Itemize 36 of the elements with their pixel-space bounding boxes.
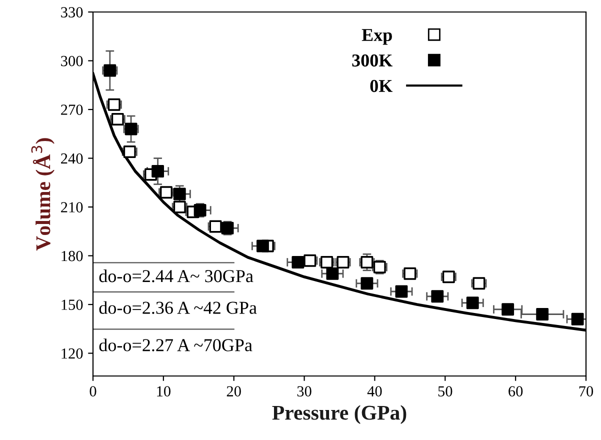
point [395, 285, 408, 298]
y-axis-title: Volume (Å$^{3}$) [31, 138, 54, 251]
legend-label: 0K [370, 80, 393, 92]
point [571, 312, 584, 326]
point [326, 267, 339, 280]
y-tick-label: 270 [61, 104, 83, 115]
point [466, 296, 479, 310]
y-tick-label: 150 [62, 300, 83, 310]
point [152, 165, 164, 178]
x-tick-label: 30 [297, 386, 312, 396]
point [502, 303, 514, 316]
annotation: do-o=2.36 A ~42 GPa [99, 301, 257, 314]
y-tick-label: 240 [61, 153, 83, 164]
y-tick-label: 180 [62, 250, 83, 262]
x-tick-label: 40 [367, 386, 382, 396]
annotation: do-o=2.44 A~ 30GPa [99, 270, 254, 282]
point [256, 240, 269, 252]
y-tick-label: 330 [61, 7, 83, 18]
legend-label: 300K [352, 54, 393, 67]
x-tick-label: 50 [438, 386, 452, 396]
legend-label: Exp [362, 29, 392, 45]
point [173, 188, 186, 200]
x-axis-title: Pressure (GPa) [272, 405, 406, 424]
x-tick-label: 10 [157, 386, 170, 396]
annotation: do-o=2.27 A ~70GPa [99, 338, 252, 352]
point [360, 277, 374, 290]
x-tick-label: 20 [226, 386, 241, 396]
point [292, 256, 304, 268]
y-tick-label: 210 [61, 202, 83, 212]
point [431, 290, 444, 303]
y-tick-label: 300 [61, 56, 83, 66]
y-tick-label: 120 [62, 348, 83, 359]
point [536, 308, 549, 320]
x-tick-label: 70 [579, 386, 594, 396]
x-tick-label: 60 [508, 386, 523, 396]
x-tick-label: 0 [90, 386, 96, 396]
